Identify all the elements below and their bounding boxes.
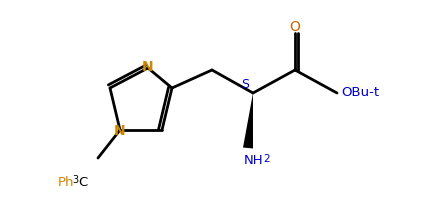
Text: O: O xyxy=(289,20,300,34)
Text: Ph: Ph xyxy=(58,176,74,190)
Text: 3: 3 xyxy=(72,175,78,185)
Polygon shape xyxy=(242,93,253,149)
Text: S: S xyxy=(240,78,248,91)
Text: N: N xyxy=(114,124,126,138)
Text: C: C xyxy=(78,176,87,190)
Text: 2: 2 xyxy=(262,154,269,164)
Text: N: N xyxy=(142,60,153,74)
Text: NH: NH xyxy=(243,155,263,167)
Text: OBu-t: OBu-t xyxy=(340,87,378,99)
